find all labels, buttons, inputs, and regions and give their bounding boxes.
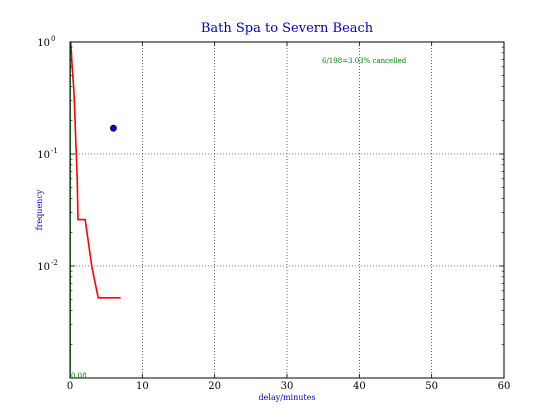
x-tick-label: 60: [498, 381, 511, 392]
cancelled-annotation: 6/198=3.03% cancelled: [322, 57, 407, 65]
y-axis-label: frequency: [35, 189, 44, 230]
x-tick-label: 10: [136, 381, 149, 392]
y-tick-label: 10: [37, 150, 50, 161]
y-tick-exponent: -2: [51, 259, 58, 267]
x-axis-label: delay/minutes: [259, 393, 316, 402]
y-tick-exponent: -1: [51, 147, 58, 155]
chart-title: Bath Spa to Severn Beach: [201, 21, 374, 36]
x-tick-label: 20: [208, 381, 221, 392]
x-tick-label: 0: [67, 381, 73, 392]
delay-distribution-line: [69, 41, 121, 299]
grid-lines: [70, 42, 504, 378]
data-point: [110, 124, 117, 132]
y-tick-exponent: 0: [51, 35, 55, 43]
x-tick-label: 50: [425, 381, 438, 392]
y-tick-label: 10: [37, 38, 50, 49]
y-tick-label: 10: [37, 262, 50, 273]
x-tick-label: 30: [281, 381, 294, 392]
x-tick-label: 40: [353, 381, 366, 392]
bottom-value-annotation: 0.08: [71, 372, 87, 380]
